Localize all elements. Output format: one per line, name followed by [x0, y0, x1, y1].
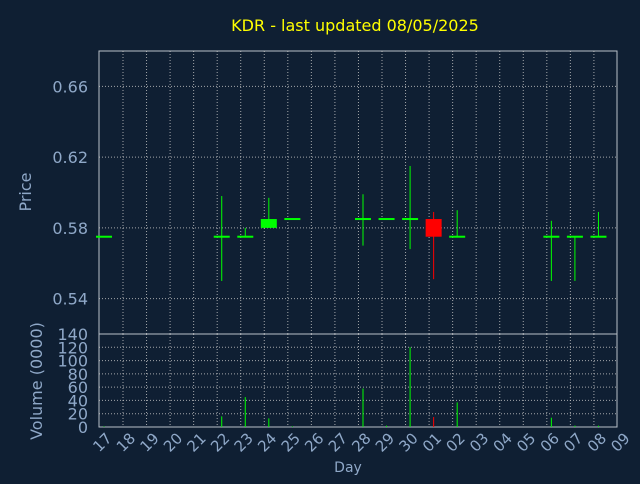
candle-body	[566, 235, 583, 238]
price-tick-label: 0.66	[52, 77, 88, 96]
candle-body	[543, 235, 560, 238]
volume-tick-label: 0	[78, 418, 88, 437]
volume-tick-label: 140	[57, 325, 88, 344]
volume-tick-label: 20	[68, 405, 88, 424]
candle-body	[402, 218, 419, 221]
chart-title: KDR - last updated 08/05/2025	[231, 16, 479, 35]
candle-body	[425, 219, 442, 237]
volume-grid	[98, 333, 618, 428]
price-candles	[96, 165, 607, 281]
candle-body	[355, 218, 371, 221]
candle-body	[96, 235, 112, 238]
volume-tick-label: 100	[57, 352, 88, 371]
candle-body	[378, 218, 395, 221]
price-tick-label: 0.54	[52, 290, 88, 309]
candle-body	[237, 235, 254, 238]
volume-axis-label: Volume (0000)	[27, 322, 46, 440]
volume-tick-label: 80	[68, 365, 88, 384]
volume-tick-label: 60	[68, 378, 88, 397]
candle-body	[213, 235, 230, 238]
candle-body	[590, 235, 607, 238]
volume-bars	[103, 347, 599, 427]
volume-tick-label: 120	[57, 338, 88, 357]
volume-tick-label: 40	[68, 391, 88, 410]
price-axis-label: Price	[16, 172, 35, 211]
day-axis-label: Day	[334, 460, 362, 476]
price-tick-label: 0.58	[52, 219, 88, 238]
candle-body	[449, 235, 466, 238]
candle-body	[284, 218, 301, 221]
price-tick-label: 0.62	[52, 148, 88, 167]
candle-body	[260, 219, 277, 228]
axis-labels: 1718192021222324252627282930010203040506…	[52, 77, 633, 455]
